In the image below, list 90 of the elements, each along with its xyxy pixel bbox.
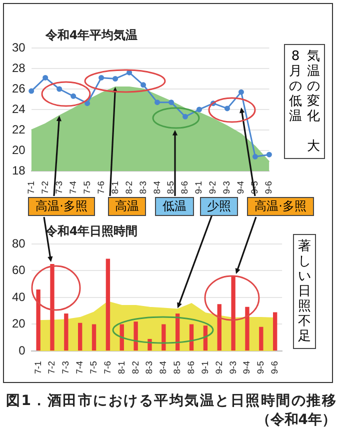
x-tick-label: 8-4: [152, 180, 162, 194]
x-tick-label: 7-2: [46, 360, 57, 374]
bar: [120, 324, 124, 350]
bar: [106, 258, 110, 350]
x-tick-label: 8-4: [158, 360, 168, 374]
y-tick-label: 18: [12, 163, 26, 178]
point: [154, 100, 160, 106]
x-tick-label: 8-3: [144, 360, 154, 374]
x-tick-label: 9-2: [208, 180, 218, 194]
x-tick-label: 8-3: [138, 180, 148, 194]
x-tick-label: 9-1: [200, 360, 210, 374]
point: [112, 76, 118, 82]
x-tick-label: 7-1: [32, 360, 43, 374]
y-tick-label: 20: [12, 142, 26, 157]
x-tick-label: 8-2: [124, 180, 134, 194]
bar: [134, 322, 138, 350]
y-tick-label: 20: [12, 316, 26, 331]
point: [98, 74, 104, 80]
bar: [217, 304, 222, 350]
point: [238, 89, 244, 95]
bar: [259, 326, 264, 350]
annotation: 高温: [108, 197, 146, 216]
point: [252, 154, 258, 160]
bar: [92, 324, 96, 350]
y-tick-label: 60: [12, 263, 26, 278]
x-tick-label: 7-4: [74, 360, 85, 374]
bar: [231, 276, 236, 350]
x-tick-label: 9-4: [236, 180, 246, 194]
point: [168, 100, 174, 106]
bar: [245, 306, 250, 350]
caption: 図1．酒田市における平均気温と日照時間の推移（令和4年）: [6, 392, 336, 430]
text: 8月の低温: [288, 49, 303, 124]
x-tick-label: 9-4: [242, 360, 252, 374]
text: 気温の変化: [306, 49, 321, 124]
x-tick-label: 8-6: [186, 360, 196, 374]
point: [182, 114, 188, 120]
point: [28, 88, 34, 94]
point: [42, 74, 48, 80]
x-tick-label: 9-5: [256, 360, 266, 374]
y-tick-label: 22: [12, 122, 26, 136]
text: 低温: [155, 197, 194, 216]
point: [84, 100, 90, 106]
text: 著しい日照不足: [297, 239, 312, 344]
x-tick-label: 8-5: [172, 360, 182, 374]
x-tick-label: 9-2: [214, 360, 224, 374]
x-tick-label: 9-1: [194, 180, 204, 194]
y-tick-label: 26: [12, 81, 26, 96]
x-tick-label: 7-5: [88, 360, 99, 374]
x-tick-label: 7-5: [82, 180, 92, 194]
bar: [36, 289, 40, 350]
point: [56, 86, 62, 92]
x-tick-label: 9-3: [228, 360, 238, 374]
point: [224, 106, 230, 112]
x-tick-label: 9-3: [222, 180, 232, 194]
x-tick-label: 8-1: [110, 180, 120, 194]
bar: [78, 322, 82, 350]
chart-title: 令和4年日照時間: [44, 224, 138, 238]
x-tick-label: 7-3: [54, 180, 64, 194]
y-tick-label: 28: [12, 60, 26, 75]
annotation: 高温·多照: [28, 197, 95, 216]
x-tick-label: 8-1: [116, 360, 126, 374]
point: [70, 93, 76, 99]
x-tick-label: 7-4: [68, 180, 78, 194]
point: [196, 106, 202, 112]
x-tick-label: 7-6: [96, 180, 106, 194]
y-tick-label: 40: [12, 290, 26, 304]
bar: [162, 324, 166, 350]
y-tick-label: 80: [12, 236, 26, 250]
bar: [273, 312, 278, 350]
point: [266, 152, 272, 158]
y-tick-label: 24: [12, 102, 26, 116]
x-tick-label: 7-6: [102, 360, 112, 374]
x-tick-label: 8-6: [180, 180, 190, 194]
y-tick-label: 30: [12, 40, 26, 54]
text: 大: [306, 139, 321, 154]
y-tick-label: 0: [18, 343, 26, 358]
annotation: 高温·多照: [247, 197, 314, 216]
x-tick-label: 7-2: [40, 180, 50, 194]
x-tick-label: 9-6: [264, 180, 274, 194]
x-tick-label: 7-1: [26, 180, 36, 194]
bar: [189, 324, 194, 350]
bar: [64, 314, 68, 350]
bar: [50, 264, 54, 350]
x-tick-label: 8-5: [166, 180, 176, 194]
x-tick-label: 8-2: [130, 360, 140, 374]
annotation: 少照: [200, 197, 238, 216]
x-tick-label: 7-3: [60, 360, 71, 374]
x-tick-label: 9-6: [270, 360, 280, 374]
chart-title: 令和4年平均気温: [44, 28, 138, 42]
point: [140, 82, 146, 88]
